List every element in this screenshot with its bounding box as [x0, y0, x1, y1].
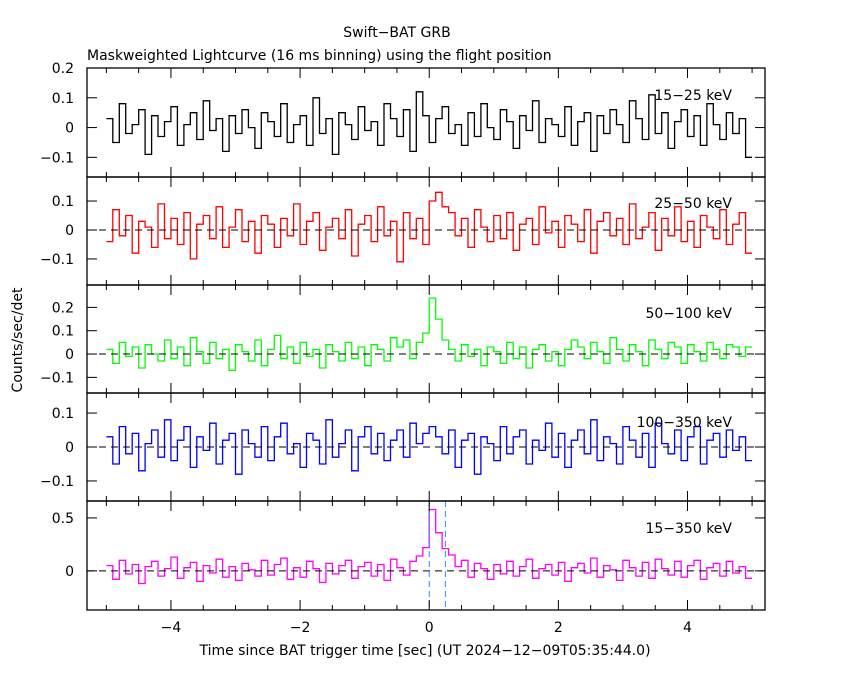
chart-title: Swift−BAT GRB: [343, 25, 450, 41]
panel-4: 0.1 0 −0.1 100−350 keV: [40, 392, 766, 502]
y-tick-label: 0.1: [52, 91, 74, 107]
y-tick-label: 0.1: [52, 194, 74, 210]
series-line: [106, 191, 753, 263]
band-label: 50−100 keV: [645, 306, 732, 322]
y-tick-label: −0.1: [40, 474, 74, 490]
band-label: 25−50 keV: [654, 196, 732, 212]
panel-1: 0.2 0.1 0 −0.1 15−25 keV: [40, 61, 766, 178]
y-tick-label: −0.1: [40, 370, 74, 386]
y-tick-label: 0: [65, 564, 74, 580]
y-tick-label: 0: [65, 223, 74, 239]
y-tick-label: 0.2: [52, 300, 74, 316]
x-tick-label: 4: [683, 620, 692, 636]
y-tick-label: −0.1: [40, 150, 74, 166]
series-line: [106, 419, 753, 475]
panels: 0.2 0.1 0 −0.1 15−25 keV 0.1 0 −0.1 25−50 keV 0.2…: [40, 61, 766, 636]
band-label: 100−350 keV: [637, 415, 733, 431]
x-tick-label: 0: [425, 620, 434, 636]
x-tick-label: −2: [290, 620, 311, 636]
series-line: [106, 508, 753, 585]
y-tick-label: 0: [65, 440, 74, 456]
panel-5: 0.5 0 15−350 keV: [52, 500, 766, 611]
panel-frame: [86, 67, 766, 178]
x-axis-label: Time since BAT trigger time [sec] (UT 20…: [198, 643, 650, 659]
panel-3: 0.2 0.1 0 −0.1 50−100 keV: [40, 284, 766, 394]
panel-frame: [86, 284, 766, 394]
y-tick-label: 0.2: [52, 61, 74, 77]
chart-subtitle: Maskweighted Lightcurve (16 ms binning) …: [87, 48, 552, 64]
y-tick-label: −0.1: [40, 252, 74, 268]
band-label: 15−350 keV: [645, 521, 732, 537]
panel-frame: [86, 176, 766, 286]
band-label: 15−25 keV: [654, 88, 732, 104]
panel-2: 0.1 0 −0.1 25−50 keV: [40, 176, 766, 286]
y-tick-label: 0.5: [52, 511, 74, 527]
y-tick-label: 0.1: [52, 324, 74, 340]
y-tick-label: 0.1: [52, 406, 74, 422]
series-line: [106, 297, 753, 372]
y-tick-label: 0: [65, 347, 74, 363]
panel-frame: [86, 500, 766, 611]
x-tick-label: −4: [161, 620, 182, 636]
y-axis-label: Counts/sec/det: [10, 287, 26, 392]
y-tick-label: 0: [65, 121, 74, 137]
series-line: [106, 91, 753, 158]
x-tick-label: 2: [554, 620, 563, 636]
